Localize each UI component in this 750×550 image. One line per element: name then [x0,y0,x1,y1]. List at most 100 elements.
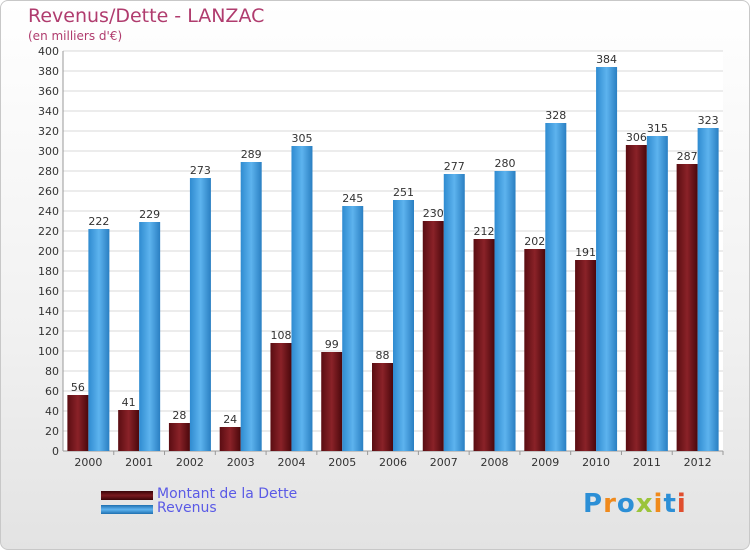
x-tick-label: 2008 [481,456,509,469]
legend-swatch-revenus [101,505,153,514]
data-label-revenus: 323 [698,114,719,127]
y-tick-label: 360 [38,85,59,98]
x-tick-label: 2000 [74,456,102,469]
bar-revenus [494,171,516,451]
data-label-dette: 99 [325,338,339,351]
data-label-revenus: 315 [647,122,668,135]
x-tick-label: 2012 [684,456,712,469]
y-tick-label: 160 [38,285,59,298]
data-label-dette: 41 [122,396,136,409]
data-label-revenus: 222 [88,215,109,228]
x-tick-label: 2009 [531,456,559,469]
y-tick-label: 180 [38,265,59,278]
logo-letter: i [676,489,687,519]
data-label-dette: 287 [677,150,698,163]
y-tick-label: 100 [38,345,59,358]
x-tick-label: 2006 [379,456,407,469]
bar-dette [270,343,292,451]
x-tick-label: 2005 [328,456,356,469]
bar-dette [118,410,140,451]
data-label-revenus: 328 [545,109,566,122]
data-label-revenus: 245 [342,192,363,205]
bar-revenus [291,146,313,451]
bar-revenus [646,136,668,451]
data-label-dette: 212 [474,225,495,238]
proxiti-logo: Proxiti [583,489,687,519]
data-label-revenus: 305 [291,132,312,145]
data-label-dette: 191 [575,246,596,259]
bar-revenus [240,162,262,451]
x-tick-label: 2003 [227,456,255,469]
y-tick-label: 280 [38,165,59,178]
y-tick-label: 40 [45,405,59,418]
data-label-dette: 202 [524,235,545,248]
data-label-revenus: 251 [393,186,414,199]
data-label-revenus: 273 [190,164,211,177]
y-tick-label: 200 [38,245,59,258]
data-label-dette: 108 [270,329,291,342]
x-tick-label: 2011 [633,456,661,469]
bar-revenus [596,67,618,451]
bar-revenus [189,178,211,451]
data-label-dette: 230 [423,207,444,220]
legend-swatch-dette [101,491,153,500]
y-tick-label: 380 [38,65,59,78]
data-label-dette: 24 [223,413,237,426]
x-tick-label: 2007 [430,456,458,469]
y-tick-label: 240 [38,205,59,218]
logo-letter: t [663,489,677,519]
bar-dette [676,164,698,451]
chart-title: Revenus/Dette - LANZAC [28,5,265,27]
data-label-dette: 88 [376,349,390,362]
bar-dette [575,260,597,451]
bar-revenus [342,206,364,451]
y-tick-label: 0 [52,445,59,458]
bar-revenus [697,128,719,451]
logo-letter: P [583,489,604,519]
bar-dette [625,145,647,451]
logo-letter: i [653,489,664,519]
y-tick-label: 120 [38,325,59,338]
logo-letter: r [603,489,617,519]
logo-letter: x [635,489,654,519]
y-tick-label: 220 [38,225,59,238]
legend-label-revenus: Revenus [157,500,217,516]
y-tick-label: 60 [45,385,59,398]
y-tick-label: 80 [45,365,59,378]
data-label-revenus: 289 [241,148,262,161]
x-tick-label: 2001 [125,456,153,469]
y-tick-label: 260 [38,185,59,198]
legend-label-dette: Montant de la Dette [157,486,298,502]
bar-dette [67,395,89,451]
data-label-revenus: 229 [139,208,160,221]
bar-revenus [88,229,110,451]
bar-dette [372,363,393,451]
bar-dette [422,221,444,451]
y-tick-label: 340 [38,105,59,118]
x-tick-label: 2004 [277,456,305,469]
y-tick-label: 400 [38,45,59,58]
bar-dette [473,239,495,451]
x-tick-label: 2002 [176,456,204,469]
x-tick-label: 2010 [582,456,610,469]
data-label-revenus: 280 [495,157,516,170]
bar-revenus [139,222,161,451]
bar-dette [321,352,343,451]
bar-revenus [443,174,465,451]
data-label-dette: 306 [626,131,647,144]
y-tick-label: 140 [38,305,59,318]
bar-dette [524,249,546,451]
chart-subtitle: (en milliers d'€) [28,29,123,43]
y-tick-label: 300 [38,145,59,158]
data-label-dette: 28 [172,409,186,422]
bar-revenus [393,200,414,451]
data-label-revenus: 277 [444,160,465,173]
bar-dette [168,423,190,451]
data-label-dette: 56 [71,381,85,394]
bar-dette [219,427,241,451]
y-tick-label: 20 [45,425,59,438]
logo-letter: o [616,489,636,519]
bar-revenus [545,123,567,451]
